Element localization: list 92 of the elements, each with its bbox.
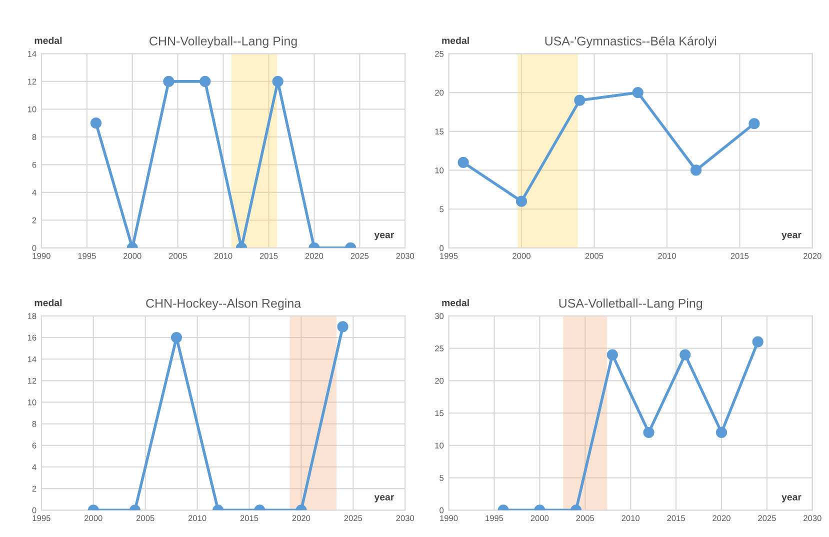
x-tick-label: 2025 [758,515,776,522]
point [200,76,211,88]
x-tick-label: 1995 [486,515,504,522]
x-tick-label: 1990 [440,515,458,522]
x-tick-label: 2000 [512,253,530,259]
y-tick-label: 0 [440,507,444,514]
x-tick-label: 2010 [658,253,676,259]
y-axis-title: medal [442,36,469,44]
y-tick-label: 5 [440,475,444,481]
x-tick-label: 2015 [240,515,258,522]
point [606,349,618,360]
y-tick-label: 14 [28,50,36,57]
y-tick-label: 25 [435,345,444,352]
y-tick-label: 20 [435,90,444,96]
x-tick-label: 2020 [712,515,730,522]
x-axis-title: year [374,232,394,240]
y-axis-title: medal [442,299,469,306]
y-tick-label: 18 [28,313,36,320]
y-tick-label: 12 [28,378,36,384]
x-tick-label: 2015 [667,515,685,522]
x-tick-label: 2000 [124,253,142,259]
x-axis-title: year [374,495,394,502]
y-tick-label: 5 [440,206,444,212]
x-tick-label: 1995 [78,253,96,259]
y-tick-label: 10 [28,106,36,112]
point [90,118,102,129]
x-tick-label: 1990 [32,253,50,259]
x-tick-label: 1995 [32,515,50,522]
x-tick-label: 2005 [136,515,154,522]
y-axis-title: medal [34,36,62,44]
chart-title: CHN-Volleyball--Lang Ping [150,36,297,48]
x-tick-label: 2020 [804,253,822,259]
x-tick-label: 2015 [730,253,749,259]
y-tick-label: 4 [32,190,36,196]
point [680,349,691,360]
point [163,76,174,88]
y-tick-label: 6 [32,442,36,449]
x-tick-label: 2030 [396,253,414,259]
x-axis-title: year [782,232,802,240]
y-tick-label: 0 [440,245,444,252]
x-tick-label: 2030 [396,515,414,522]
point [690,164,702,176]
y-tick-label: 15 [435,128,444,134]
y-tick-label: 2 [32,217,36,224]
x-tick-label: 2010 [622,515,640,522]
y-tick-label: 2 [32,486,36,492]
x-tick-label: 2015 [260,253,278,259]
point [574,94,586,106]
y-tick-label: 0 [32,507,36,514]
y-tick-label: 0 [32,245,36,252]
y-tick-label: 20 [435,378,444,384]
y-tick-label: 15 [435,410,444,416]
y-tick-label: 14 [28,356,36,362]
point [516,196,528,207]
x-tick-label: 2005 [168,253,187,259]
x-tick-label: 2020 [305,253,324,259]
chart-title: USA-Volletball--Lang Ping [559,298,702,310]
x-tick-label: 2005 [585,253,604,259]
y-tick-label: 25 [435,50,444,57]
y-tick-label: 8 [32,134,36,140]
y-tick-label: 4 [32,464,36,470]
point [458,156,469,168]
point [748,118,760,130]
x-tick-label: 2020 [292,515,310,522]
chart-title: CHN-Hockey--Alson Regina [146,298,302,310]
y-tick-label: 16 [28,334,36,341]
point [272,76,284,88]
y-tick-label: 10 [28,399,36,406]
point [170,332,182,344]
y-tick-label: 30 [434,313,444,320]
x-tick-label: 2005 [576,515,594,522]
y-tick-label: 6 [32,162,36,168]
y-axis-title: medal [34,299,62,306]
point [643,426,654,438]
x-tick-label: 2010 [214,253,232,259]
y-tick-label: 10 [435,442,444,449]
y-tick-label: 12 [28,78,36,84]
x-tick-label: 2000 [84,515,102,522]
point [337,321,348,332]
point [632,86,644,98]
x-tick-label: 2000 [530,515,549,522]
x-tick-label: 2010 [188,515,206,522]
point [752,336,764,348]
chart-title: USA-'Gymnastics--Béla Károlyi [545,36,716,48]
x-tick-label: 2025 [344,515,362,522]
x-axis-title: year [782,495,802,502]
y-tick-label: 10 [435,167,444,174]
x-tick-label: 1995 [440,253,458,259]
point [716,426,728,438]
y-tick-label: 8 [32,421,36,427]
x-tick-label: 2025 [350,253,369,259]
x-tick-label: 2030 [804,515,822,522]
